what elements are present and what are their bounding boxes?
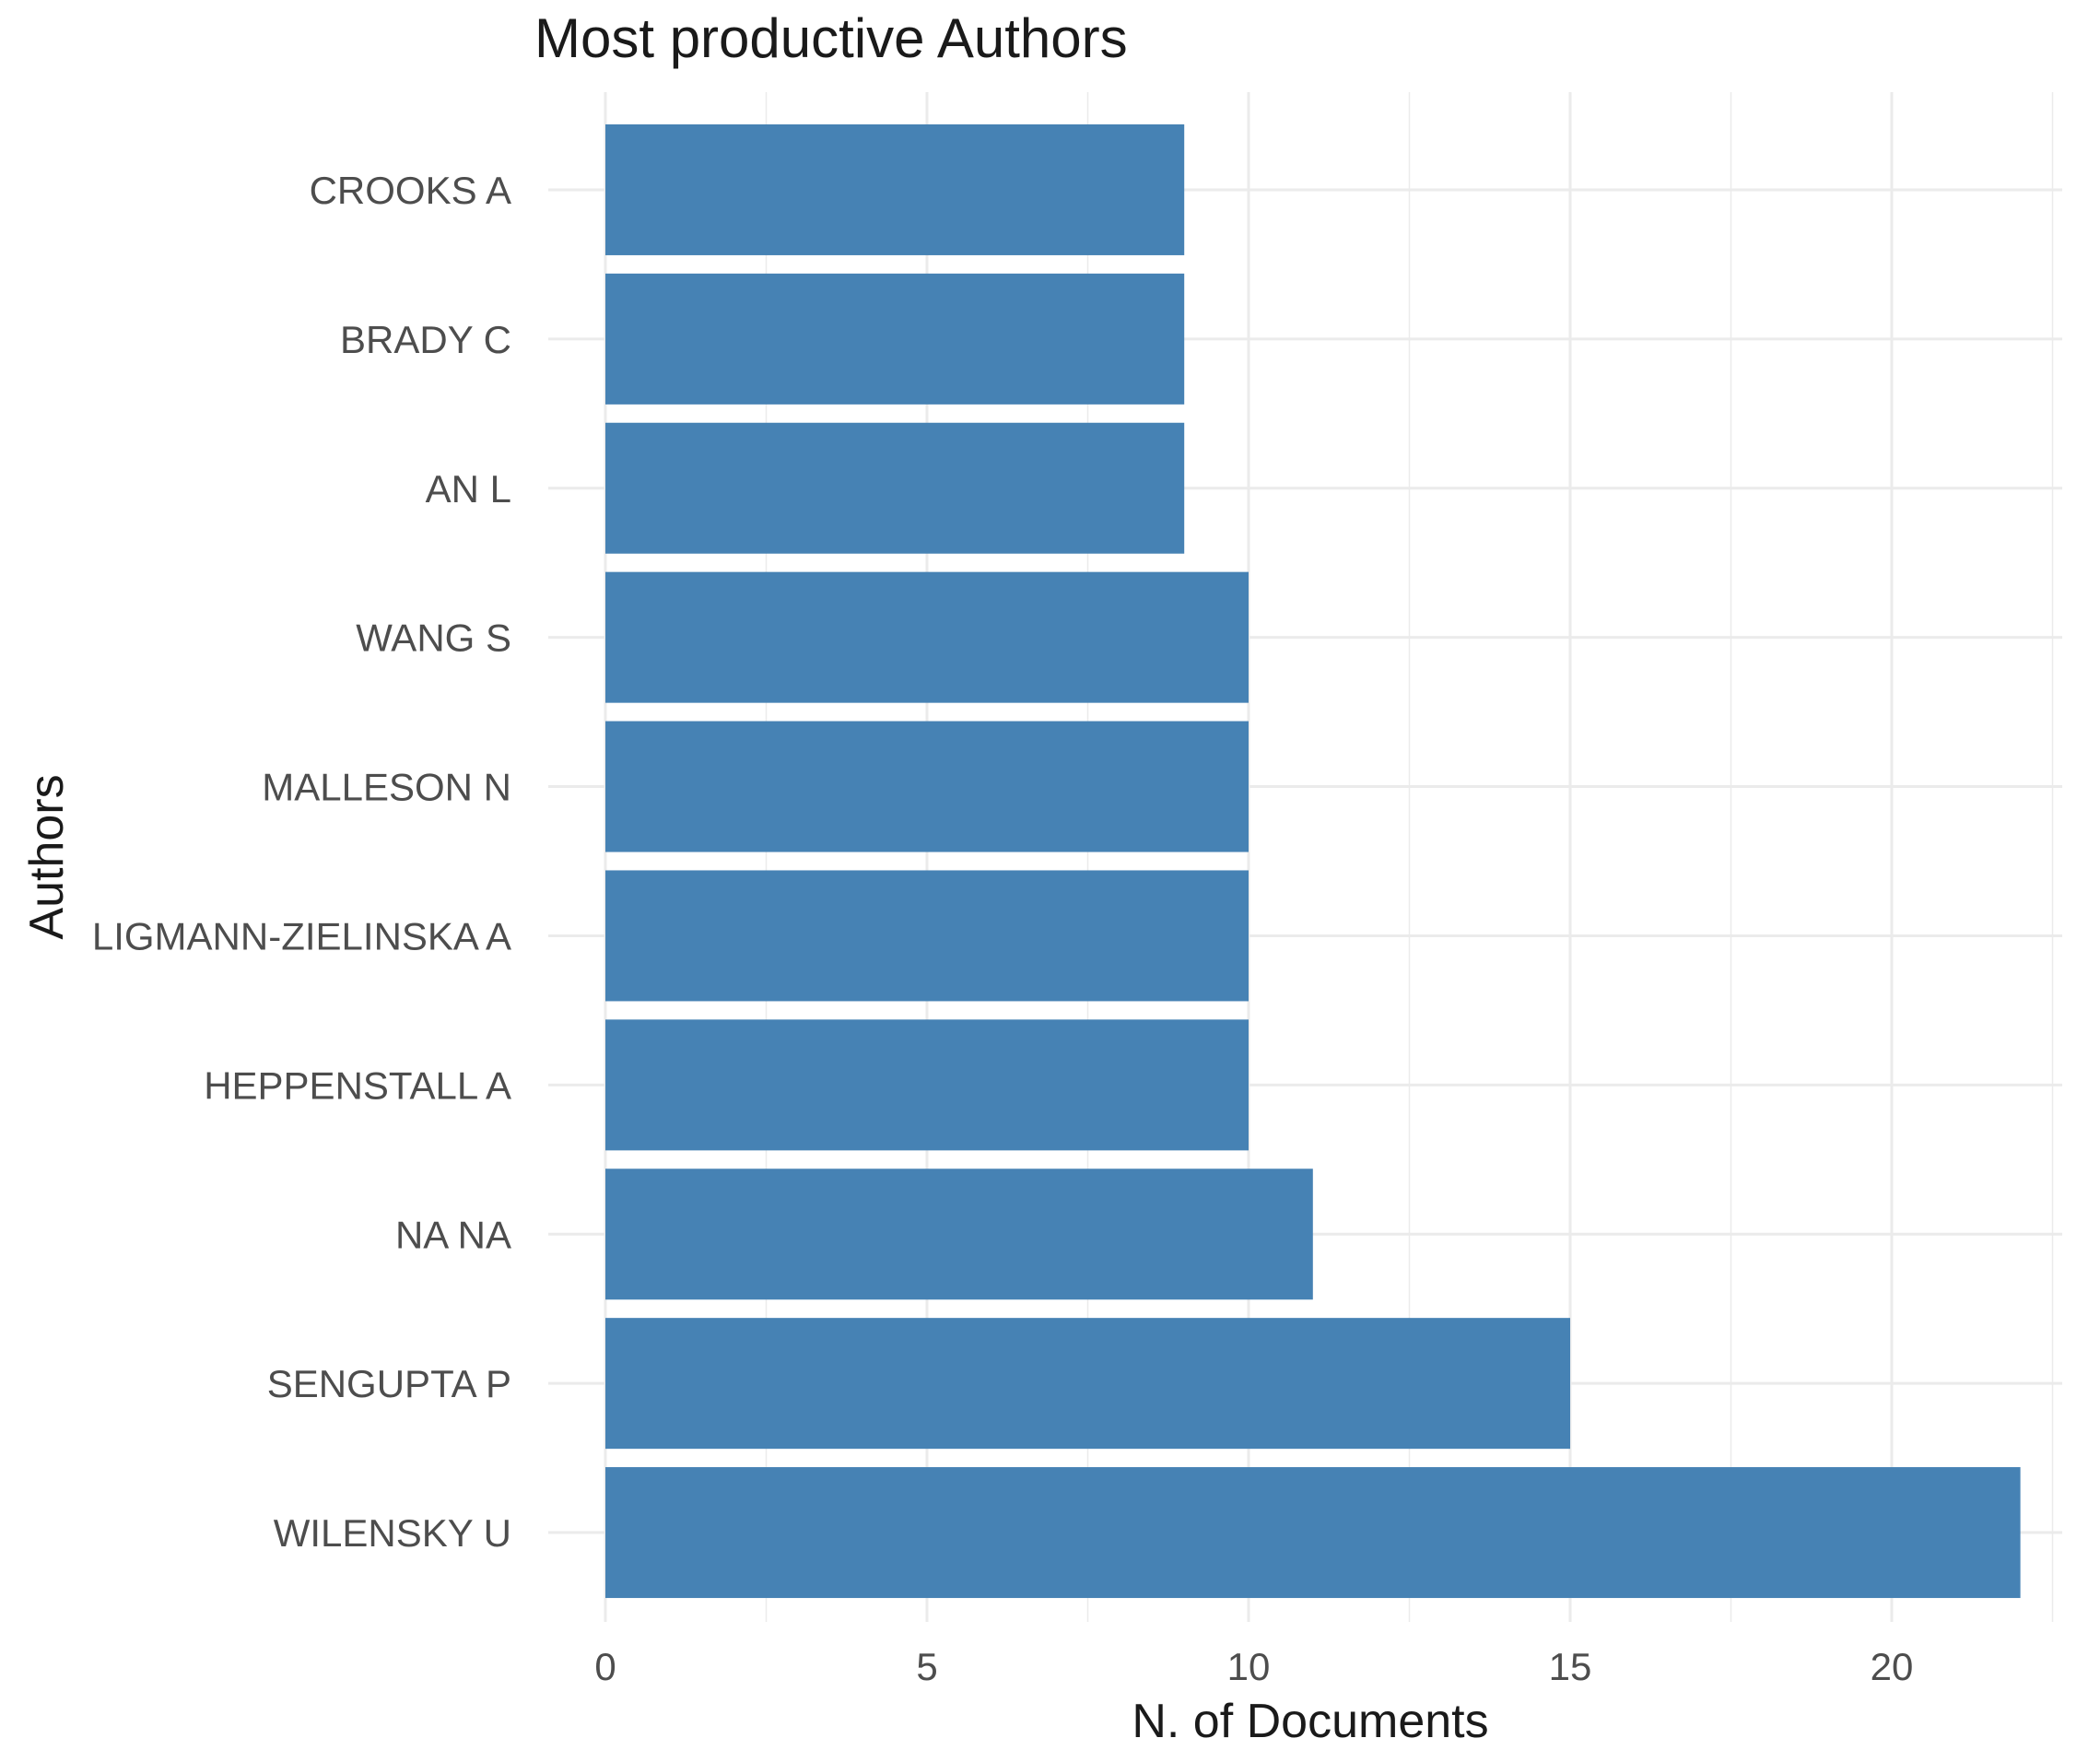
x-tick-label: 15 — [1549, 1645, 1592, 1688]
x-tick-label: 20 — [1871, 1645, 1914, 1688]
y-tick-label: LIGMANN-ZIELINSKA A — [92, 914, 511, 957]
x-tick-label: 10 — [1227, 1645, 1271, 1688]
bar — [605, 1467, 2021, 1599]
bar — [605, 571, 1249, 703]
x-tick-labels: 0 5 10 15 20 — [594, 1645, 1913, 1688]
bar — [605, 870, 1249, 1002]
x-axis-title: N. of Documents — [1132, 1695, 1488, 1748]
y-tick-label: HEPPENSTALL A — [204, 1063, 511, 1107]
bar — [605, 273, 1185, 405]
x-tick-label: 5 — [916, 1645, 937, 1688]
bar — [605, 1019, 1249, 1151]
bar — [605, 123, 1185, 255]
chart-title: Most productive Authors — [534, 7, 1128, 69]
bar — [605, 1169, 1313, 1300]
y-tick-label: NA NA — [395, 1213, 511, 1256]
bar — [605, 1318, 1570, 1450]
x-tick-label: 0 — [594, 1645, 616, 1688]
bars — [605, 123, 2021, 1599]
category-labels: CROOKS A BRADY C AN L WANG S MALLESON N LIGMA… — [92, 169, 511, 1555]
y-tick-label: MALLESON N — [262, 766, 511, 809]
y-tick-label: SENGUPTA P — [267, 1362, 511, 1405]
y-tick-label: AN L — [426, 467, 511, 511]
bar — [605, 422, 1185, 554]
bar — [605, 721, 1249, 852]
y-tick-label: WANG S — [356, 617, 511, 660]
y-tick-label: CROOKS A — [310, 169, 511, 212]
y-axis-title: Authors — [20, 774, 74, 939]
y-tick-label: WILENSKY U — [274, 1511, 511, 1555]
y-tick-label: BRADY C — [340, 318, 511, 361]
